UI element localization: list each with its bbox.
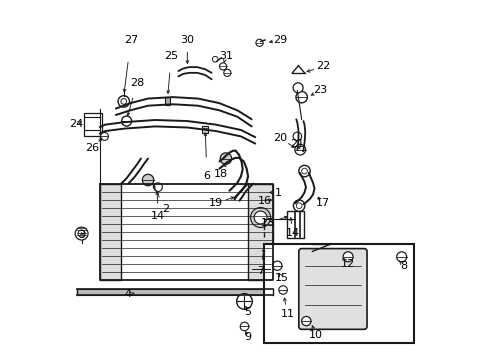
Circle shape	[255, 39, 263, 46]
Text: 27: 27	[123, 35, 138, 45]
Bar	[202, 126, 207, 133]
Text: 8: 8	[399, 261, 406, 271]
Text: 20: 20	[273, 133, 286, 143]
Circle shape	[250, 207, 270, 228]
Text: 25: 25	[164, 51, 178, 61]
Text: 30: 30	[180, 35, 194, 45]
Circle shape	[298, 165, 309, 177]
Text: 1: 1	[274, 188, 282, 198]
Text: 23: 23	[312, 85, 326, 95]
Bar	[84, 113, 102, 136]
Circle shape	[219, 63, 226, 70]
Bar	[264, 244, 413, 342]
Text: 22: 22	[315, 62, 329, 71]
Text: 5: 5	[244, 307, 251, 317]
Circle shape	[294, 144, 305, 155]
Text: 26: 26	[85, 143, 100, 153]
Text: 6: 6	[203, 171, 210, 181]
Text: 29: 29	[272, 35, 287, 45]
Text: 24: 24	[69, 118, 83, 129]
Circle shape	[118, 96, 129, 107]
Text: 28: 28	[130, 78, 144, 88]
Text: 31: 31	[219, 51, 232, 61]
Circle shape	[122, 116, 131, 126]
Text: 3: 3	[78, 230, 85, 240]
Text: 12: 12	[340, 259, 354, 269]
Circle shape	[293, 200, 304, 211]
Bar	[100, 184, 121, 280]
Circle shape	[224, 69, 230, 76]
Bar	[247, 184, 272, 280]
Bar	[165, 97, 170, 105]
Text: 11: 11	[280, 309, 294, 319]
Circle shape	[254, 211, 266, 224]
Text: 9: 9	[244, 332, 251, 342]
Text: 13: 13	[260, 218, 274, 228]
Circle shape	[101, 132, 108, 140]
Text: 18: 18	[214, 168, 228, 179]
Text: 2: 2	[162, 204, 168, 214]
Text: 21: 21	[290, 139, 304, 149]
Circle shape	[240, 322, 248, 331]
Text: 16: 16	[258, 196, 272, 206]
Circle shape	[295, 91, 307, 103]
Text: 19: 19	[208, 198, 223, 208]
Bar	[286, 211, 303, 238]
Circle shape	[301, 316, 310, 326]
Text: 15: 15	[274, 273, 288, 283]
Text: 14: 14	[151, 211, 165, 221]
Text: 4: 4	[124, 289, 132, 299]
Circle shape	[278, 286, 287, 294]
Circle shape	[220, 153, 231, 164]
Circle shape	[272, 261, 282, 270]
Bar	[77, 289, 272, 296]
Text: 14: 14	[285, 228, 299, 238]
FancyBboxPatch shape	[298, 249, 366, 329]
Text: 10: 10	[308, 330, 322, 341]
Circle shape	[142, 174, 153, 186]
Circle shape	[343, 252, 352, 262]
Text: 7: 7	[257, 266, 264, 276]
Circle shape	[396, 252, 406, 262]
Text: 17: 17	[315, 198, 329, 208]
Circle shape	[292, 83, 303, 93]
Circle shape	[236, 294, 252, 309]
